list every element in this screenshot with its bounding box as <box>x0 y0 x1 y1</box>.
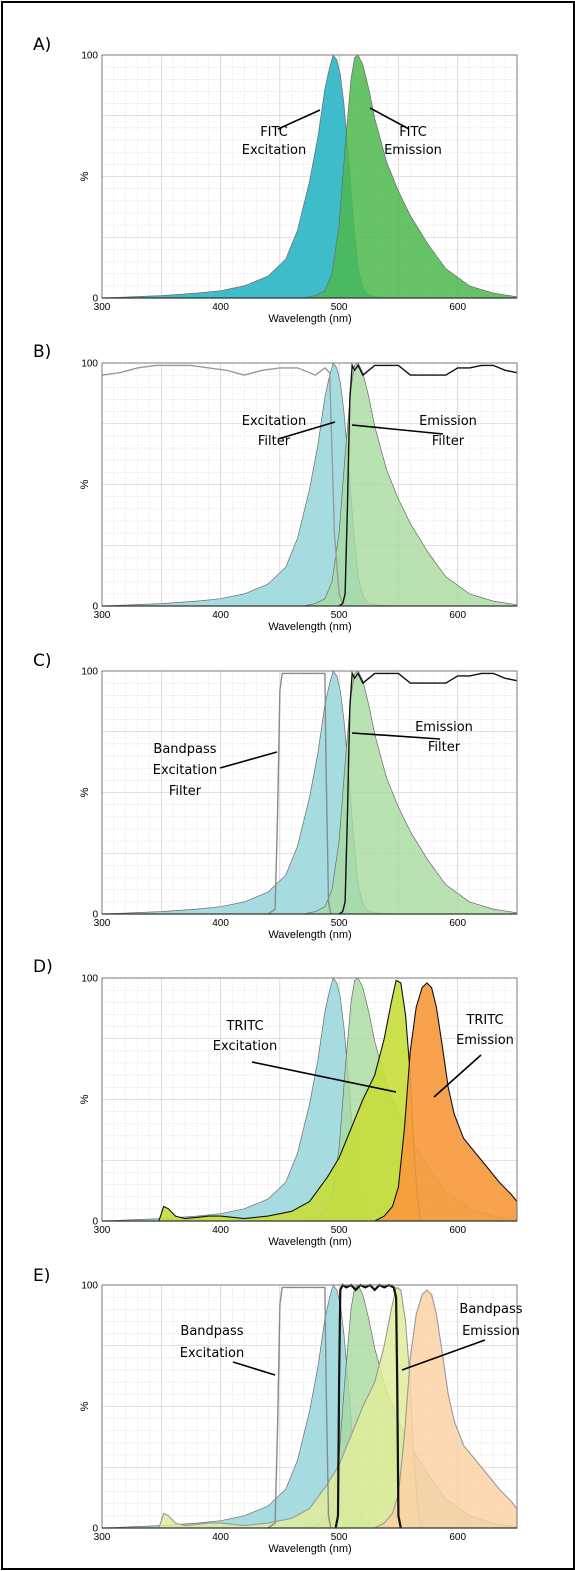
y-tick-label: 0 <box>92 1217 98 1228</box>
annotation-label: Excitation <box>242 414 306 429</box>
x-tick-label: 600 <box>449 610 466 621</box>
x-tick-label: 600 <box>449 1225 466 1236</box>
annotation-label: Emission <box>419 414 477 429</box>
annotation-leader <box>351 424 444 435</box>
x-tick-label: 600 <box>449 918 466 929</box>
annotation-label: Filter <box>169 784 202 799</box>
annotation-label: FITC <box>399 125 427 140</box>
series-tritc_em <box>374 1289 518 1529</box>
panel-label: C) <box>33 651 52 671</box>
line-bp_ex <box>267 672 332 915</box>
annotation-label: Filter <box>258 434 291 449</box>
x-tick-label: 300 <box>94 1532 111 1543</box>
x-tick-label: 300 <box>94 918 111 929</box>
y-axis-title: % <box>79 1094 91 1104</box>
y-tick-label: 100 <box>81 1281 98 1292</box>
x-axis-title: Wavelength (nm) <box>268 1543 351 1555</box>
series-fitc_em <box>303 54 518 299</box>
annotation-label: Excitation <box>242 143 306 158</box>
annotation-label: Emission <box>384 143 442 158</box>
x-tick-label: 600 <box>449 1532 466 1543</box>
annotation-label: TRITC <box>465 1013 503 1028</box>
x-tick-label: 400 <box>212 1225 229 1236</box>
series-fitc_em <box>303 362 518 607</box>
annotation-label: Filter <box>428 740 461 755</box>
x-tick-label: 300 <box>94 610 111 621</box>
chart-panel-1: B) 0 100 300 400 500 600 Wavelength (nm)% Excita… <box>33 342 518 633</box>
panel-label: B) <box>33 342 51 362</box>
annotation-label: Emission <box>456 1033 514 1048</box>
annotation-label: Bandpass <box>459 1302 522 1317</box>
line-bp_em <box>334 1283 402 1529</box>
y-tick-label: 100 <box>81 667 98 678</box>
line-em_filter <box>338 670 518 915</box>
y-tick-label: 0 <box>92 294 98 305</box>
series-fitc_em <box>303 670 518 915</box>
y-axis-title: % <box>79 171 91 181</box>
chart-panel-0: A) 0 100 300 400 500 600 Wavelength (nm)% FITC Ex… <box>33 35 518 325</box>
annotation-label: FITC <box>260 125 288 140</box>
annotation-label: TRITC <box>225 1019 263 1034</box>
annotation-label: Excitation <box>153 763 217 778</box>
x-tick-label: 500 <box>331 1225 348 1236</box>
chart-panel-3: D) 0 100 300 400 500 600 Wavelength (nm)% TRITC E… <box>33 957 518 1248</box>
annotation-label: Emission <box>462 1324 520 1339</box>
annotation-leader <box>219 751 278 769</box>
annotation-label: Excitation <box>180 1346 244 1361</box>
y-tick-label: 100 <box>81 974 98 985</box>
y-tick-label: 100 <box>81 51 98 62</box>
x-tick-label: 400 <box>212 610 229 621</box>
annotation-leader <box>277 421 336 440</box>
y-axis-title: % <box>79 1401 91 1411</box>
x-tick-label: 400 <box>212 1532 229 1543</box>
annotation-leader <box>232 1361 276 1376</box>
x-axis-title: Wavelength (nm) <box>268 1236 351 1248</box>
y-axis-title: % <box>79 787 91 797</box>
x-tick-label: 400 <box>212 918 229 929</box>
annotation-leader <box>351 732 441 740</box>
panel-label: D) <box>33 957 53 977</box>
x-tick-label: 300 <box>94 302 111 313</box>
annotation-leader <box>401 1339 486 1371</box>
annotation-leader <box>277 109 321 130</box>
x-tick-label: 300 <box>94 1225 111 1236</box>
line-ex_filter <box>101 364 344 604</box>
x-tick-label: 600 <box>449 302 466 313</box>
y-tick-label: 0 <box>92 1524 98 1535</box>
x-tick-label: 500 <box>331 302 348 313</box>
annotation-leader <box>369 107 410 130</box>
annotation-leader <box>251 1061 397 1093</box>
y-tick-label: 100 <box>81 359 98 370</box>
annotation-label: Bandpass <box>180 1324 243 1339</box>
y-tick-label: 0 <box>92 910 98 921</box>
x-tick-label: 500 <box>331 610 348 621</box>
panel-label: E) <box>33 1266 50 1286</box>
chart-panel-4: E) 0 100 300 400 500 600 Wavelength (nm)% Bandpa… <box>33 1266 523 1555</box>
series-tritc_ex <box>102 979 422 1222</box>
series-tritc_em <box>374 982 518 1222</box>
x-axis-title: Wavelength (nm) <box>268 929 351 941</box>
x-tick-label: 500 <box>331 918 348 929</box>
annotation-leader <box>433 1054 482 1098</box>
x-tick-label: 400 <box>212 302 229 313</box>
x-axis-title: Wavelength (nm) <box>268 313 351 325</box>
x-axis-title: Wavelength (nm) <box>268 621 351 633</box>
line-em_filter <box>338 362 518 607</box>
annotation-label: Excitation <box>213 1039 277 1054</box>
chart-panel-2: C) 0 100 300 400 500 600 Wavelength (nm)% Bandpa… <box>33 651 518 941</box>
annotation-label: Bandpass <box>153 742 216 757</box>
y-axis-title: % <box>79 479 91 489</box>
y-tick-label: 0 <box>92 602 98 613</box>
line-bp_ex <box>267 1286 332 1529</box>
annotation-label: Filter <box>432 434 465 449</box>
x-tick-label: 500 <box>331 1532 348 1543</box>
panel-label: A) <box>33 35 51 55</box>
annotation-label: Emission <box>415 720 473 735</box>
